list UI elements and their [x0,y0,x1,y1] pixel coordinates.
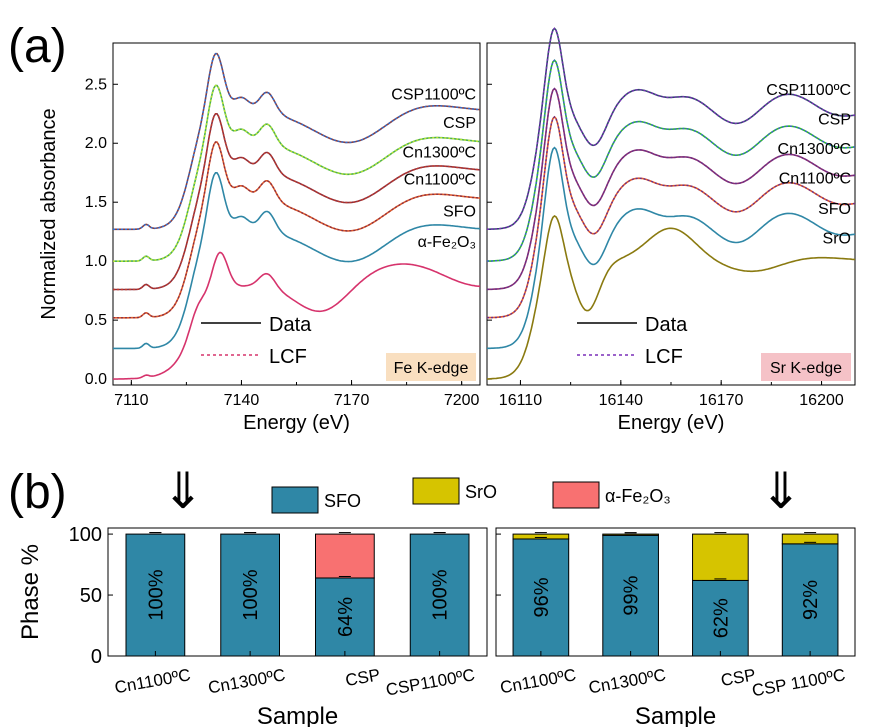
bar-plot-frame [107,527,488,657]
series-label: α-Fe₂O₃ [418,234,476,251]
panel-label-b: (b) [8,466,67,519]
series-label: SrO [823,230,851,247]
x-tick-label: 16140 [599,392,644,409]
bar-legend-label: SFO [324,491,361,511]
bar-secondary-phase [692,533,749,581]
x-axis-label: Sample [257,703,338,727]
y-tick-label: 2.5 [85,76,107,93]
edge-badge [761,353,851,381]
bar-value-label: 96% [531,577,553,617]
series-label: Cn1100ºC [779,170,851,187]
x-axis-label: Energy (eV) [243,412,350,434]
series-label: Cn1300ºC [403,144,476,161]
x-category-label: Cn1300ºC [587,665,667,697]
series-label: CSP1100ºC [391,87,476,104]
series-label: SFO [443,203,476,220]
bar-plot-frame [495,527,856,657]
bar-value-label: 100% [430,569,452,620]
x-category-label: CSP1100ºC [384,665,476,699]
bar-sfo [692,579,749,657]
y-axis-label: Phase % [17,544,44,640]
bar-legend-swatch [412,477,460,505]
legend-lcf-label: LCF [269,346,307,368]
series-label: CSP [818,111,851,128]
bar-sfo [220,533,280,657]
y-tick-label: 0 [91,646,102,668]
x-axis-label: Sample [635,703,716,727]
bar-legend-swatch [552,481,600,509]
x-axis-label: Energy (eV) [618,412,725,434]
y-tick-label: 100 [69,524,102,546]
lcf-fit-line [113,53,481,230]
y-tick-label: 0.5 [85,312,107,329]
x-category-label: CSP 1100ºC [751,665,847,700]
bar-value-label: 92% [800,580,822,620]
x-tick-label: 7200 [444,392,480,409]
series-line [113,84,481,262]
bar-legend-label: α-Fe₂O₃ [605,486,671,506]
edge-badge-label: Sr K-edge [770,360,842,377]
bar-secondary-phase [315,533,375,579]
edge-badge-label: Fe K-edge [394,360,469,377]
bar-secondary-phase [781,533,839,545]
bar-legend-swatch [271,486,319,514]
x-tick-label: 16170 [699,392,744,409]
lcf-fit-line [486,87,856,291]
lcf-fit-line [487,27,856,230]
y-tick-label: 2.0 [85,135,107,152]
bar-value-label: 62% [710,598,732,638]
bar-sfo [781,543,839,657]
series-label: SFO [818,201,851,218]
bar-sfo [602,534,659,657]
lcf-fit-line [113,141,481,319]
down-arrow-icon: ⇓ [162,463,204,519]
legend-data-label: Data [645,314,688,336]
x-category-label: CSP [344,665,382,690]
y-tick-label: 1.0 [85,253,107,270]
series-line [487,215,856,380]
legend-lcf-label: LCF [645,346,683,368]
bar-value-label: 64% [335,597,357,637]
series-label: CSP1100ºC [766,82,851,99]
series-label: Cn1100ºC [404,172,476,189]
lcf-fit-line [486,115,856,319]
series-label: CSP [443,115,476,132]
y-tick-label: 0.0 [85,371,107,388]
bar-legend-label: SrO [465,482,497,502]
series-line [113,113,481,291]
bar-secondary-phase [512,533,570,540]
x-tick-label: 16110 [499,392,542,409]
x-tick-label: 7140 [224,392,260,409]
series-line [113,172,481,350]
bar-value-label: 99% [621,575,643,615]
bar-sfo [315,577,375,657]
x-category-label: Cn1100ºC [113,665,192,697]
lcf-fit-line [486,59,856,262]
bar-sfo [512,538,570,657]
series-line [113,52,481,231]
series-line [113,141,481,319]
bar-value-label: 100% [145,569,167,620]
y-axis-label: Normalized absorbance [38,108,60,319]
bar-sfo [409,533,470,657]
bar-sfo [125,533,186,657]
y-tick-label: 1.5 [85,194,107,211]
y-tick-label: 50 [80,585,102,607]
x-tick-label: 7110 [114,392,149,409]
series-line [487,146,856,350]
panel-label-a: (a) [8,20,67,73]
down-arrow-icon: ⇓ [760,463,802,519]
x-category-label: Cn1100ºC [499,665,578,697]
bar-value-label: 100% [240,569,262,620]
x-category-label: Cn1300ºC [207,665,287,697]
series-label: Cn1300ºC [778,141,851,158]
x-tick-label: 16200 [799,392,844,409]
series-line [113,251,481,380]
lcf-fit-line [113,113,481,291]
legend-data-label: Data [269,314,312,336]
edge-badge [386,353,476,381]
x-tick-label: 7170 [334,392,370,409]
